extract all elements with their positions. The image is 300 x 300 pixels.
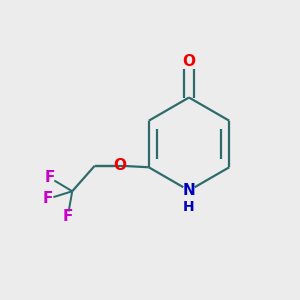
Text: H: H — [183, 200, 195, 214]
Text: N: N — [183, 183, 195, 198]
Text: F: F — [43, 191, 53, 206]
Text: O: O — [182, 54, 196, 69]
Text: F: F — [44, 170, 55, 185]
Text: F: F — [62, 209, 73, 224]
Text: O: O — [114, 158, 127, 173]
